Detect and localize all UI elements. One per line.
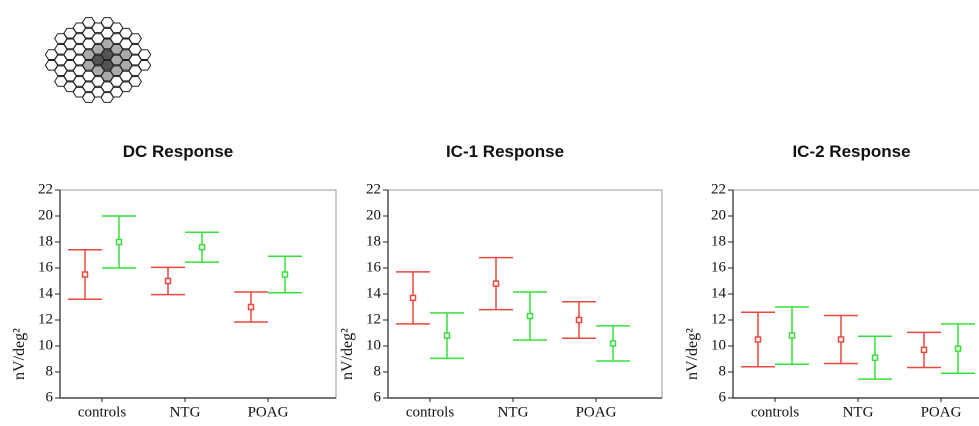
mean-marker <box>164 277 172 285</box>
y-tick-label: 16 <box>366 259 382 275</box>
y-axis-label: nV/deg² <box>339 328 356 380</box>
hexagon <box>128 33 142 44</box>
mean-marker <box>492 280 500 287</box>
y-tick-label: 10 <box>366 337 381 353</box>
y-tick-label: 20 <box>38 207 53 223</box>
y-tick-label: 14 <box>711 285 727 301</box>
chart-title: DC Response <box>123 142 234 161</box>
y-tick-label: 12 <box>711 311 726 327</box>
y-tick-label: 18 <box>366 233 381 249</box>
hexagon <box>109 86 124 98</box>
y-tick-label: 18 <box>711 233 726 249</box>
mean-marker <box>954 345 962 352</box>
mean-marker <box>837 336 845 343</box>
chart-title: IC-1 Response <box>446 142 564 161</box>
mean-marker <box>409 294 417 302</box>
x-tick-label: controls <box>751 404 799 420</box>
mean-marker <box>526 312 534 320</box>
mean-marker <box>247 303 255 311</box>
mean-marker <box>920 346 928 354</box>
y-axis-label: nV/deg² <box>684 328 701 380</box>
x-tick-label: controls <box>406 404 454 420</box>
y-tick-label: 8 <box>719 363 727 379</box>
x-tick-label: POAG <box>576 404 617 420</box>
mean-marker <box>609 340 617 347</box>
hexagon <box>128 65 142 77</box>
y-tick-label: 16 <box>38 259 54 275</box>
y-tick-label: 10 <box>38 337 53 353</box>
x-tick-label: POAG <box>248 404 289 420</box>
y-tick-label: 8 <box>46 363 54 379</box>
y-tick-label: 22 <box>38 181 53 197</box>
plot-frame <box>387 189 663 399</box>
y-tick-label: 6 <box>46 389 54 405</box>
mean-marker <box>443 332 451 339</box>
mean-marker <box>575 316 583 324</box>
mean-marker <box>198 243 206 251</box>
mean-marker <box>81 271 89 278</box>
x-tick-label: NTG <box>170 404 201 420</box>
mean-marker <box>871 354 879 361</box>
x-tick-label: NTG <box>843 404 874 420</box>
y-tick-label: 20 <box>366 207 381 223</box>
mean-marker <box>115 238 123 246</box>
y-tick-label: 16 <box>711 259 727 275</box>
chart-title: IC-2 Response <box>792 142 910 161</box>
y-tick-label: 12 <box>366 311 381 327</box>
stimulus-pattern <box>44 17 152 103</box>
y-tick-label: 12 <box>38 311 53 327</box>
x-tick-label: controls <box>78 404 126 420</box>
x-tick-label: POAG <box>921 404 962 420</box>
y-tick-label: 6 <box>374 389 382 405</box>
y-axis-label: nV/deg² <box>11 328 28 380</box>
y-tick-label: 20 <box>711 207 726 223</box>
y-tick-label: 22 <box>366 181 381 197</box>
y-tick-label: 18 <box>38 233 53 249</box>
y-tick-label: 22 <box>711 181 726 197</box>
hexagon <box>137 49 152 60</box>
y-tick-label: 10 <box>711 337 726 353</box>
mean-marker <box>788 332 796 339</box>
hexagon <box>128 76 142 87</box>
mean-marker <box>754 336 762 343</box>
y-tick-label: 14 <box>38 285 54 301</box>
hexagon <box>137 59 152 71</box>
y-tick-label: 8 <box>374 363 382 379</box>
y-tick-label: 6 <box>719 389 727 405</box>
plot-frame <box>59 189 337 399</box>
x-tick-label: NTG <box>498 404 529 420</box>
y-tick-label: 14 <box>366 285 382 301</box>
mean-marker <box>281 271 289 278</box>
